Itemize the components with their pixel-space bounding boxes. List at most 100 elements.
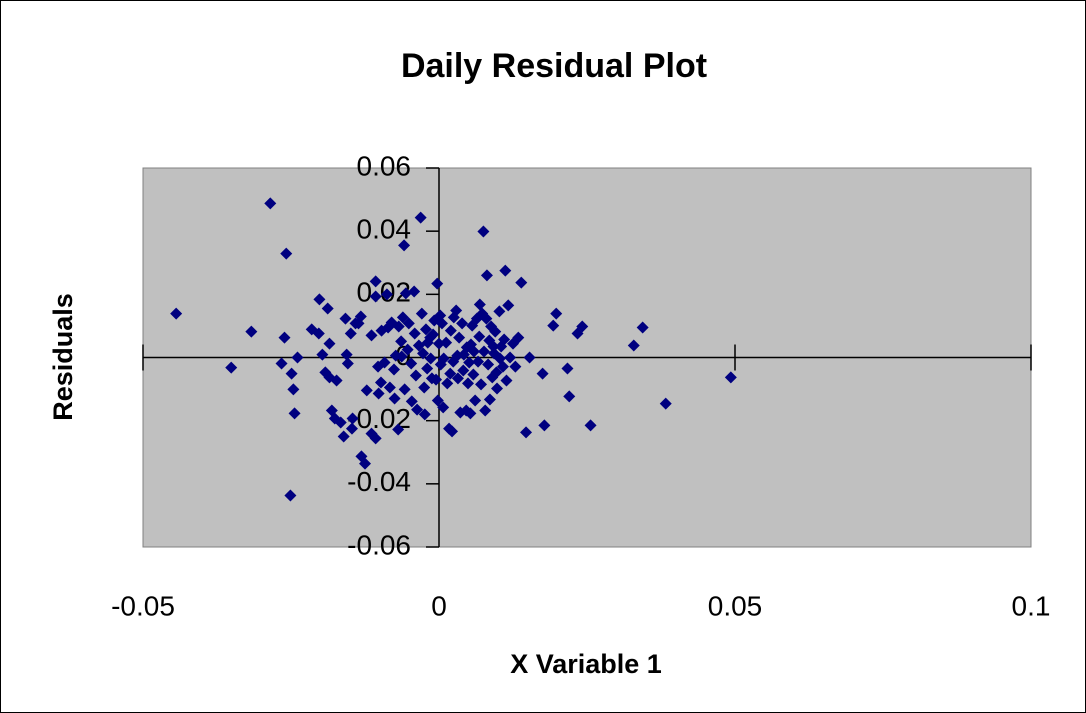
- data-point: [380, 288, 393, 301]
- data-point: [383, 381, 396, 394]
- data-point: [398, 239, 411, 252]
- data-point: [502, 299, 515, 312]
- data-point: [437, 352, 450, 365]
- data-point: [464, 407, 477, 420]
- data-point: [359, 457, 371, 470]
- data-point: [437, 401, 450, 414]
- data-point: [288, 407, 301, 420]
- data-point: [451, 372, 464, 385]
- data-point: [412, 339, 425, 352]
- data-point: [491, 382, 504, 395]
- y-tick-label: -0.04: [347, 466, 411, 497]
- y-tick-label: 0.06: [357, 150, 412, 181]
- data-point: [414, 211, 427, 224]
- data-point: [563, 390, 576, 403]
- x-tick-label: 0.05: [708, 590, 763, 621]
- data-point: [345, 422, 358, 435]
- data-point: [430, 373, 443, 386]
- data-point: [170, 307, 183, 320]
- x-tick-label: 0: [431, 590, 447, 621]
- data-point: [405, 395, 418, 408]
- y-tick-label: 0.04: [357, 214, 412, 245]
- data-point: [346, 412, 359, 425]
- data-point: [446, 425, 459, 438]
- data-point: [340, 348, 353, 361]
- data-point: [280, 247, 293, 260]
- data-point: [285, 367, 298, 380]
- data-point: [427, 328, 440, 341]
- data-point: [415, 307, 428, 320]
- data-point: [316, 348, 329, 361]
- data-point: [339, 312, 352, 325]
- data-point: [421, 362, 434, 375]
- data-point: [444, 367, 457, 380]
- data-point: [483, 393, 496, 406]
- data-point: [463, 356, 476, 369]
- data-point: [395, 335, 408, 348]
- data-point: [341, 357, 354, 370]
- data-point: [395, 350, 408, 363]
- data-point: [431, 277, 444, 290]
- data-point: [444, 324, 457, 337]
- data-point: [636, 321, 649, 334]
- data-point: [467, 368, 480, 381]
- data-point: [369, 290, 382, 303]
- data-point: [434, 309, 447, 322]
- data-point: [225, 361, 238, 374]
- data-point: [334, 416, 347, 429]
- data-point: [344, 327, 357, 340]
- data-point: [440, 336, 453, 349]
- data-point: [512, 331, 525, 344]
- data-point: [509, 360, 522, 373]
- x-axis-label: X Variable 1: [510, 649, 662, 679]
- data-point: [330, 374, 343, 387]
- data-point: [278, 331, 291, 344]
- data-point: [418, 381, 431, 394]
- data-point: [477, 345, 490, 358]
- data-point: [417, 347, 430, 360]
- x-tick-label: -0.05: [111, 590, 175, 621]
- data-point: [467, 345, 480, 358]
- data-point: [408, 285, 421, 298]
- data-point: [496, 360, 509, 373]
- data-point: [408, 327, 421, 340]
- data-point: [409, 369, 422, 382]
- data-point: [399, 287, 412, 300]
- data-point: [419, 323, 432, 336]
- data-point: [450, 304, 463, 317]
- data-point: [499, 264, 512, 277]
- data-point: [392, 320, 405, 333]
- data-point: [323, 337, 336, 350]
- data-point: [402, 317, 415, 330]
- data-point: [245, 325, 258, 338]
- data-point: [378, 356, 391, 369]
- data-point: [489, 325, 502, 338]
- x-tick-label: 0.1: [1012, 590, 1051, 621]
- data-point: [500, 374, 513, 387]
- data-point: [498, 333, 511, 346]
- data-point: [411, 403, 424, 416]
- y-tick-label: -0.06: [347, 529, 411, 560]
- data-point: [480, 269, 493, 282]
- data-point: [388, 392, 401, 405]
- data-point: [275, 357, 288, 370]
- data-point: [424, 352, 437, 365]
- data-point: [392, 423, 405, 436]
- data-point: [475, 378, 488, 391]
- data-point: [536, 367, 549, 380]
- data-point: [490, 366, 503, 379]
- data-point: [433, 337, 445, 350]
- data-point: [550, 307, 563, 320]
- data-point: [724, 371, 737, 384]
- data-point: [313, 293, 326, 306]
- data-point: [284, 489, 297, 502]
- data-point: [374, 376, 387, 389]
- data-point: [576, 320, 589, 333]
- data-point: [264, 197, 277, 210]
- data-point: [287, 383, 300, 396]
- data-point: [365, 329, 378, 342]
- data-point: [418, 408, 431, 421]
- data-point: [584, 419, 597, 432]
- data-point: [523, 351, 536, 364]
